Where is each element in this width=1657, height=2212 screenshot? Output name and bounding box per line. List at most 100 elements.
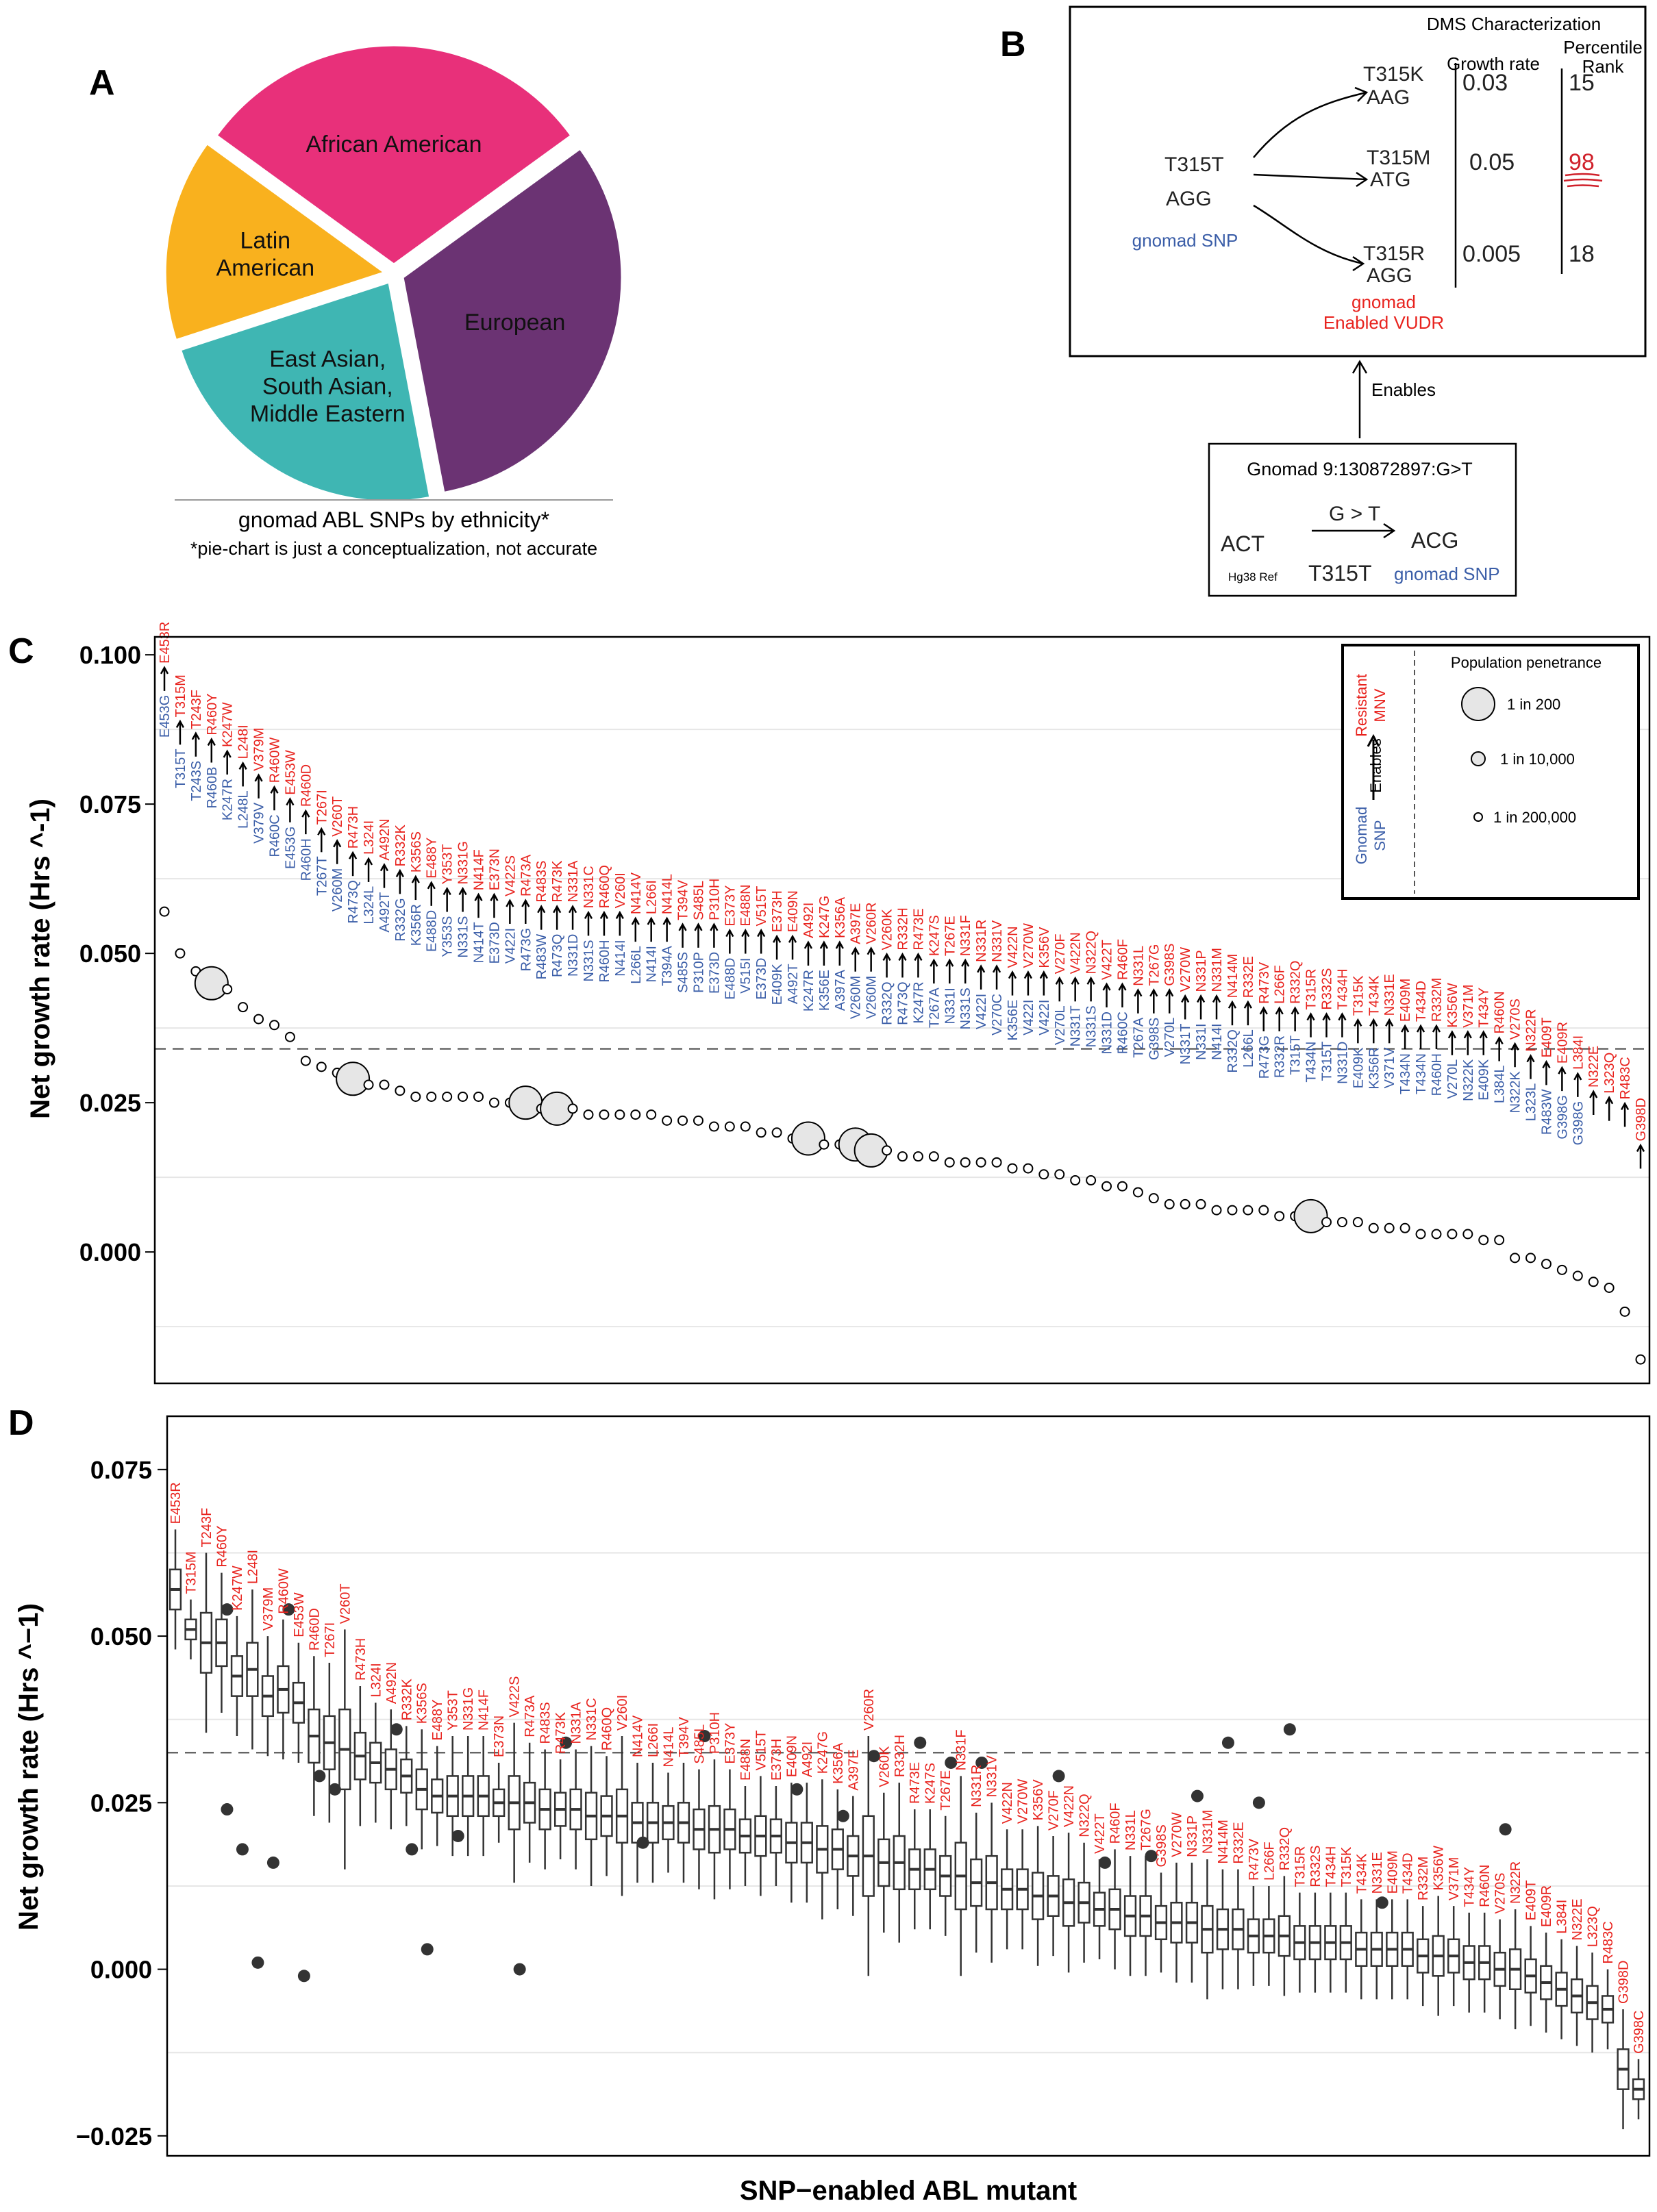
target-3-name: T315R — [1363, 242, 1425, 265]
d-category-label: R473V — [1247, 1838, 1262, 1881]
d-y-tick-label: 0.050 — [90, 1622, 152, 1650]
c-snp-point — [508, 1085, 543, 1120]
d-outlier-point — [390, 1723, 403, 1736]
c-snp-point — [756, 1127, 767, 1138]
c-snp-label: R332Q — [880, 981, 895, 1025]
c-mnv-label: A492N — [377, 818, 393, 860]
c-snp-label: V270L — [1445, 1059, 1460, 1099]
c-snp-point — [363, 1079, 374, 1090]
c-snp-label: R332G — [393, 898, 408, 941]
d-category-label: N414M — [1216, 1820, 1231, 1863]
c-enable-arrow-head — [1369, 1018, 1378, 1027]
c-snp-label: N331I — [943, 988, 958, 1024]
c-mnv-label: E409T — [1539, 1017, 1554, 1057]
d-category-label: E409R — [1539, 1885, 1554, 1927]
c-mnv-label: V422N — [1006, 926, 1021, 968]
c-enable-arrow-head — [1102, 982, 1111, 991]
c-snp-point — [488, 1097, 499, 1108]
d-outlier-point — [914, 1736, 927, 1749]
c-snp-label: R332R — [1273, 1035, 1288, 1078]
c-mnv-label: N414M — [1225, 954, 1241, 998]
c-snp-point — [975, 1157, 986, 1168]
c-enable-arrow-head — [615, 910, 624, 920]
c-mnv-label: R332M — [1430, 978, 1445, 1022]
c-mnv-label: T243F — [189, 690, 204, 729]
c-snp-point — [1164, 1198, 1175, 1209]
c-mnv-label: R332K — [393, 825, 408, 867]
target-1-rank: 15 — [1569, 70, 1595, 96]
d-outlier-point — [451, 1829, 464, 1842]
c-snp-point — [771, 1127, 782, 1138]
c-snp-label: E409K — [1351, 1047, 1366, 1089]
c-mnv-label: G398D — [1634, 1098, 1649, 1141]
d-category-label: L266F — [1262, 1842, 1277, 1881]
c-legend-snp-2: SNP — [1371, 820, 1388, 851]
c-snp-point — [300, 1055, 311, 1066]
c-enable-arrow-head — [1023, 970, 1032, 979]
c-snp-point — [693, 1115, 703, 1126]
d-category-label: R460W — [276, 1568, 291, 1614]
c-snp-label: G398G — [1571, 1101, 1586, 1145]
c-mnv-label: N322Q — [1084, 931, 1099, 974]
c-mnv-label: K356A — [833, 896, 848, 938]
d-category-label: A492N — [384, 1662, 399, 1704]
c-mnv-label: E373Y — [723, 885, 738, 926]
gnomad-box — [1208, 442, 1517, 597]
c-snp-point — [646, 1109, 657, 1120]
d-category-label: V260T — [338, 1583, 353, 1624]
d-category-label: N331L — [1123, 1810, 1138, 1850]
d-category-label: V270F — [1047, 1790, 1062, 1831]
c-snp-label: V371V — [1382, 1047, 1397, 1089]
c-snp-label: N414I — [1210, 1023, 1225, 1059]
c-snp-point — [912, 1151, 923, 1162]
d-outlier-point — [790, 1783, 803, 1796]
c-enable-arrow-head — [803, 940, 813, 949]
c-mnv-label: V515T — [754, 886, 769, 927]
d-category-label: N322E — [1570, 1898, 1585, 1940]
c-snp-point — [583, 1109, 594, 1120]
c-snp-label: V379V — [252, 802, 267, 844]
c-enable-arrow-head — [1212, 994, 1221, 1003]
c-enable-arrow-head — [395, 868, 404, 877]
arrow-head-t315r — [1352, 255, 1365, 272]
d-category-label: E453W — [292, 1592, 307, 1637]
source-codon: AGG — [1166, 188, 1212, 210]
d-category-label: V422S — [508, 1676, 523, 1718]
d-category-label: L266I — [646, 1723, 661, 1757]
c-mnv-label: A492I — [801, 903, 817, 938]
c-mnv-label: R460N — [1493, 991, 1508, 1033]
c-mnv-label: T394V — [676, 879, 691, 920]
c-mnv-label: T315R — [1304, 969, 1319, 1010]
c-enable-arrow-head — [1243, 1000, 1252, 1009]
pie-note: *pie-chart is just a conceptualization, … — [190, 538, 597, 559]
arrow-to-t315m — [1253, 173, 1367, 181]
d-category-label: L324I — [369, 1663, 384, 1697]
c-enable-arrow-head — [1291, 1006, 1299, 1015]
d-category-label: K356V — [1031, 1779, 1046, 1821]
d-category-label: K247G — [815, 1731, 830, 1774]
c-snp-point — [819, 1139, 830, 1150]
c-snp-label: A397A — [833, 969, 848, 1011]
c-snp-point — [1352, 1217, 1363, 1228]
c-snp-point — [1525, 1253, 1536, 1264]
c-snp-point — [1478, 1235, 1489, 1246]
c-snp-label: N414I — [645, 946, 660, 982]
d-y-tick-label: 0.025 — [90, 1789, 152, 1817]
vudr-caption-1: gnomad — [1351, 292, 1416, 312]
c-snp-point — [1447, 1229, 1458, 1240]
c-enable-arrow-head — [1495, 1035, 1504, 1045]
c-snp-point — [175, 948, 186, 959]
rank-col-header-2: Rank — [1582, 56, 1625, 77]
c-snp-label: T267A — [1131, 1017, 1146, 1058]
c-enable-arrow-head — [238, 761, 247, 770]
c-enable-arrow-head — [207, 737, 216, 746]
c-snp-label: N331S — [1084, 1005, 1099, 1047]
c-enable-arrow-head — [1306, 1012, 1315, 1021]
c-mnv-label: V270W — [1021, 923, 1036, 968]
d-category-label: N331V — [985, 1755, 1000, 1798]
d-category-label: T243F — [199, 1508, 214, 1548]
pie-label: East Asian, — [269, 347, 386, 373]
d-category-label: N322R — [1508, 1861, 1523, 1904]
c-legend-size-large — [1461, 687, 1495, 721]
c-snp-point — [1227, 1205, 1238, 1216]
